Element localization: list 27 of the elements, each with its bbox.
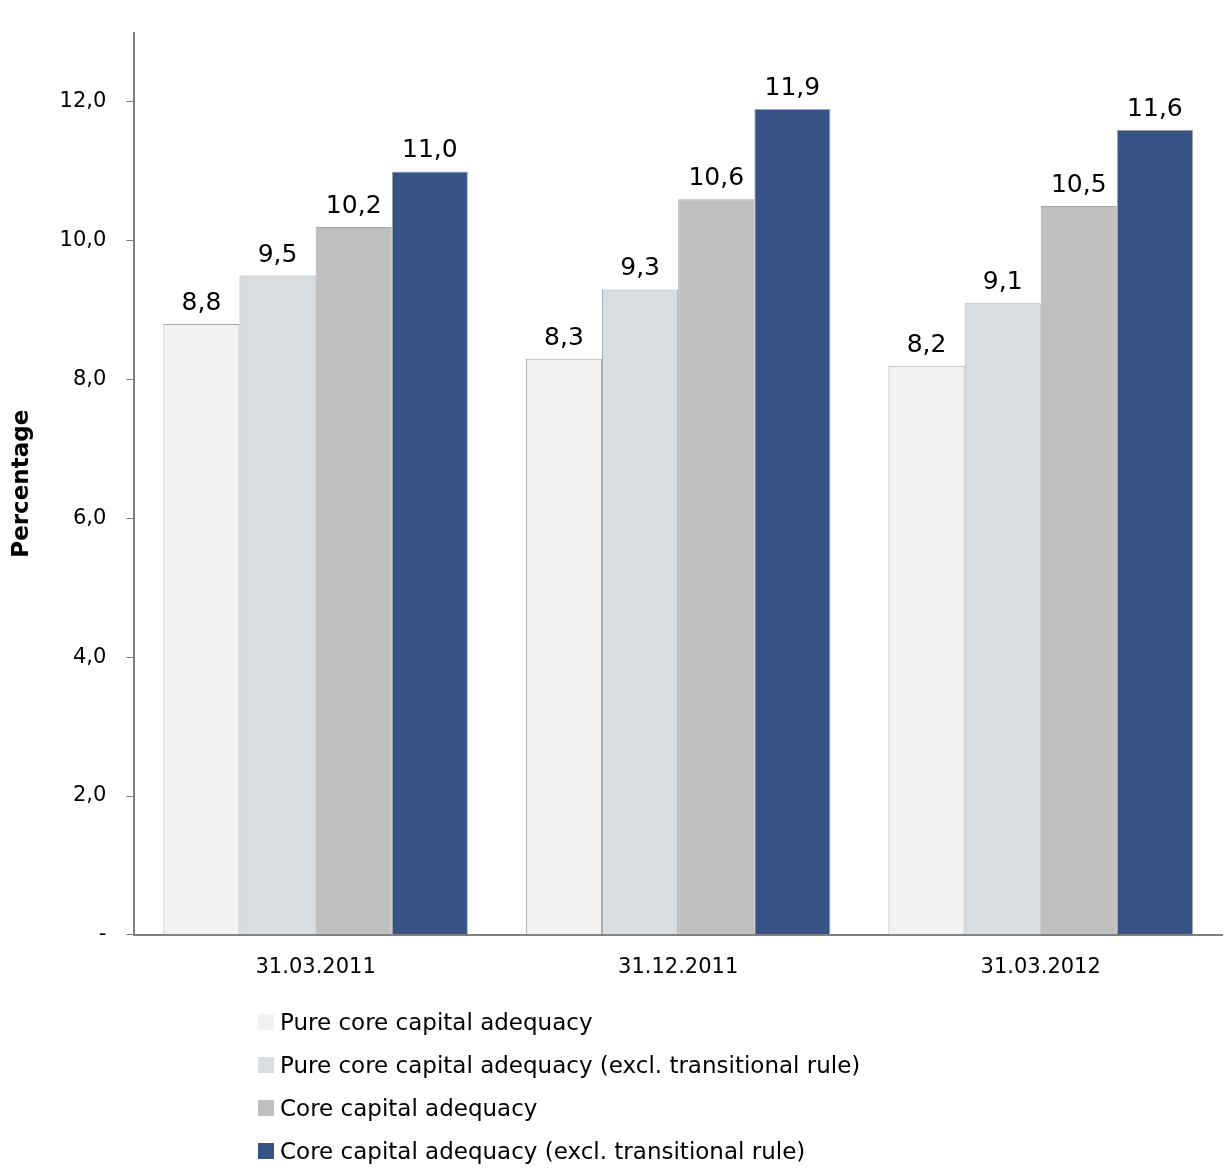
y-tick-label: 4,0 xyxy=(72,643,107,668)
y-tick-label: 2,0 xyxy=(72,782,107,807)
y-axis-title: Percentage xyxy=(6,409,33,558)
data-label: 10,6 xyxy=(688,162,745,192)
data-label: 9,1 xyxy=(982,266,1023,296)
y-tick-label: 12,0 xyxy=(59,88,107,113)
data-label: 11,6 xyxy=(1127,92,1183,122)
data-label: 8,2 xyxy=(906,328,947,358)
data-label: 8,3 xyxy=(544,321,584,351)
y-tick-label: 6,0 xyxy=(72,504,107,529)
data-label: 11,9 xyxy=(764,71,821,101)
legend-label: Pure core capital adequacy xyxy=(280,1008,593,1035)
data-label: 10,5 xyxy=(1050,169,1107,199)
legend-label: Core capital adequacy (excl. transitional rule) xyxy=(280,1137,806,1164)
y-tick-label: 8,0 xyxy=(72,366,107,391)
data-label: 9,3 xyxy=(620,252,660,282)
data-label: 9,5 xyxy=(257,238,298,268)
data-label: 8,8 xyxy=(181,287,222,317)
y-tick-label: 10,0 xyxy=(59,227,107,252)
x-tick-label: 31.12.2011 xyxy=(618,953,739,978)
data-label: 10,2 xyxy=(325,189,382,219)
x-tick-label: 31.03.2011 xyxy=(255,953,376,978)
y-tick-label: - xyxy=(98,921,107,946)
data-label: 11,0 xyxy=(402,134,458,164)
legend-label: Core capital adequacy xyxy=(280,1094,538,1121)
legend-label: Pure core capital adequacy (excl. transitional rule) xyxy=(280,1051,861,1078)
x-tick-label: 31.03.2012 xyxy=(980,953,1101,978)
